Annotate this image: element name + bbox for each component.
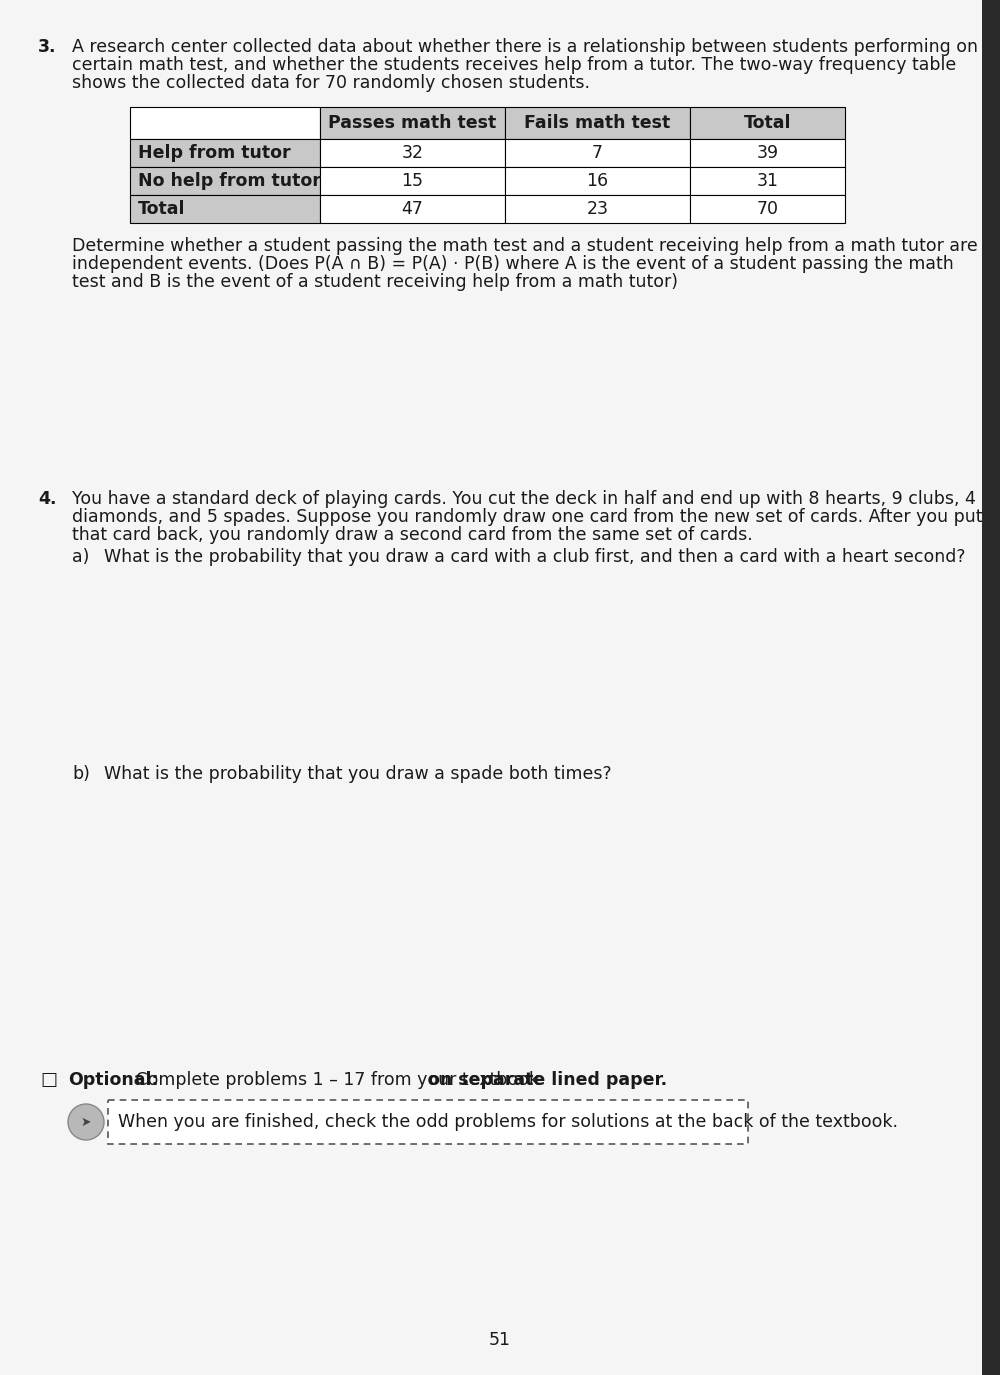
Text: □: □ xyxy=(40,1071,57,1089)
Text: independent events. (Does P(A ∩ B) = P(A) · P(B) where A is the event of a stude: independent events. (Does P(A ∩ B) = P(A… xyxy=(72,254,954,274)
Text: test and B is the event of a student receiving help from a math tutor): test and B is the event of a student rec… xyxy=(72,274,678,292)
Text: Passes math test: Passes math test xyxy=(328,114,497,132)
Text: ➤: ➤ xyxy=(81,1115,91,1129)
Bar xyxy=(690,107,845,139)
Text: on separate lined paper.: on separate lined paper. xyxy=(428,1071,667,1089)
Circle shape xyxy=(68,1104,104,1140)
Text: Total: Total xyxy=(744,114,791,132)
Text: shows the collected data for 70 randomly chosen students.: shows the collected data for 70 randomly… xyxy=(72,74,590,92)
Text: 23: 23 xyxy=(586,199,608,219)
Text: diamonds, and 5 spades. Suppose you randomly draw one card from the new set of c: diamonds, and 5 spades. Suppose you rand… xyxy=(72,507,982,527)
Text: 15: 15 xyxy=(402,172,424,190)
Text: certain math test, and whether the students receives help from a tutor. The two-: certain math test, and whether the stude… xyxy=(72,56,956,74)
Bar xyxy=(320,166,505,195)
Text: 47: 47 xyxy=(402,199,423,219)
Bar xyxy=(320,195,505,223)
Text: 32: 32 xyxy=(402,144,424,162)
Text: Optional:: Optional: xyxy=(68,1071,159,1089)
Text: 31: 31 xyxy=(757,172,778,190)
Text: What is the probability that you draw a card with a club first, and then a card : What is the probability that you draw a … xyxy=(104,549,966,566)
Text: Fails math test: Fails math test xyxy=(524,114,671,132)
Text: 3.: 3. xyxy=(38,38,56,56)
Text: that card back, you randomly draw a second card from the same set of cards.: that card back, you randomly draw a seco… xyxy=(72,527,753,544)
Text: Total: Total xyxy=(138,199,186,219)
Text: 39: 39 xyxy=(756,144,779,162)
Bar xyxy=(505,139,690,166)
Bar xyxy=(505,107,690,139)
Text: Complete problems 1 – 17 from your textbook: Complete problems 1 – 17 from your textb… xyxy=(130,1071,544,1089)
Bar xyxy=(690,166,845,195)
FancyBboxPatch shape xyxy=(108,1100,748,1144)
Text: 4.: 4. xyxy=(38,490,56,507)
Text: 51: 51 xyxy=(489,1331,511,1349)
Text: No help from tutor: No help from tutor xyxy=(138,172,321,190)
Bar xyxy=(505,195,690,223)
Bar xyxy=(130,166,320,195)
Bar xyxy=(130,107,320,139)
Bar xyxy=(690,139,845,166)
Bar xyxy=(982,0,1000,1375)
Text: a): a) xyxy=(72,549,89,566)
Text: A research center collected data about whether there is a relationship between s: A research center collected data about w… xyxy=(72,38,994,56)
Text: What is the probability that you draw a spade both times?: What is the probability that you draw a … xyxy=(104,765,612,782)
Bar xyxy=(505,166,690,195)
Text: You have a standard deck of playing cards. You cut the deck in half and end up w: You have a standard deck of playing card… xyxy=(72,490,976,507)
Bar xyxy=(130,139,320,166)
Text: When you are finished, check the odd problems for solutions at the back of the t: When you are finished, check the odd pro… xyxy=(118,1112,898,1132)
Bar xyxy=(320,107,505,139)
Text: Determine whether a student passing the math test and a student receiving help f: Determine whether a student passing the … xyxy=(72,236,978,254)
Text: b): b) xyxy=(72,765,90,782)
Text: 7: 7 xyxy=(592,144,603,162)
Text: 16: 16 xyxy=(586,172,609,190)
Text: Help from tutor: Help from tutor xyxy=(138,144,291,162)
Bar xyxy=(320,139,505,166)
Bar xyxy=(690,195,845,223)
Bar xyxy=(130,195,320,223)
Text: 70: 70 xyxy=(757,199,778,219)
